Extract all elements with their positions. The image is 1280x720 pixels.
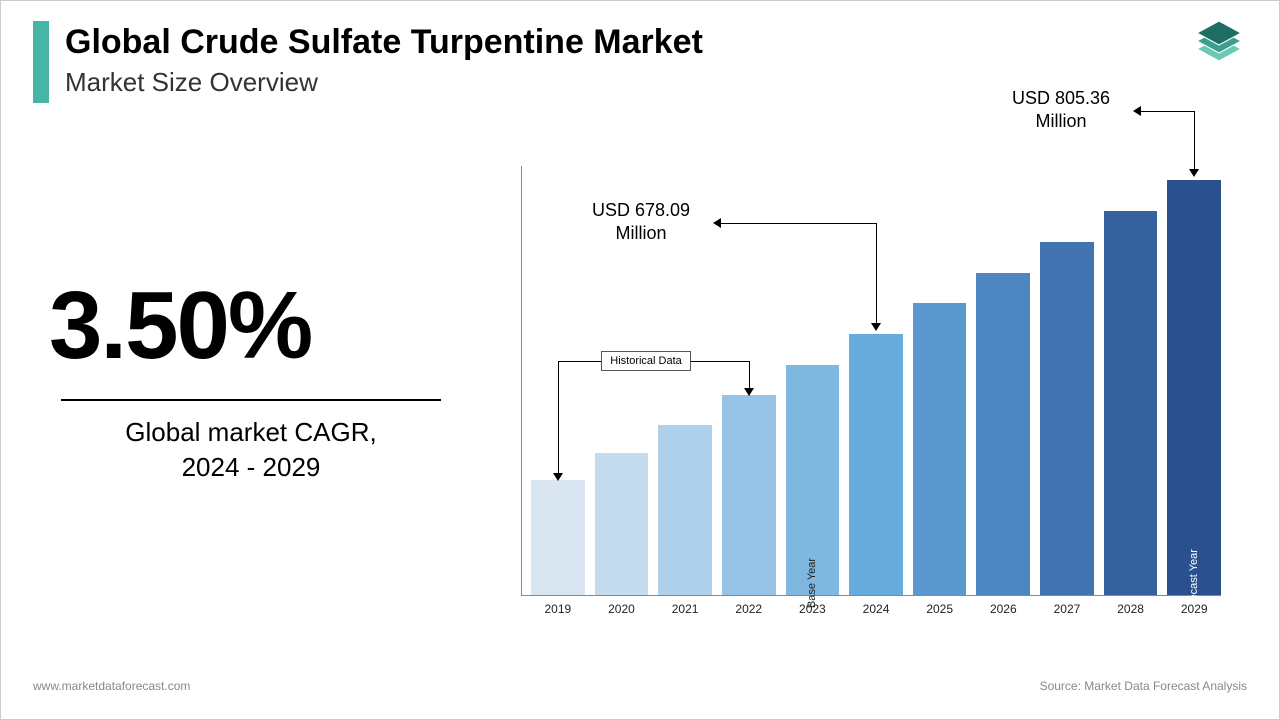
page-subtitle: Market Size Overview (65, 67, 318, 98)
bar-2022 (722, 395, 776, 595)
tick-2028: 2028 (1104, 602, 1158, 616)
bar-2025 (913, 303, 967, 595)
tick-2025: 2025 (913, 602, 967, 616)
callout-end-line2: Million (981, 110, 1141, 133)
tick-2020: 2020 (595, 602, 649, 616)
tick-2022: 2022 (722, 602, 776, 616)
bar-2024 (849, 334, 903, 595)
brand-logo-icon (1191, 19, 1247, 75)
tick-2026: 2026 (976, 602, 1030, 616)
cagr-label: Global market CAGR, 2024 - 2029 (61, 415, 441, 485)
infographic-canvas: Global Crude Sulfate Turpentine Market M… (0, 0, 1280, 720)
footer-source: Source: Market Data Forecast Analysis (1040, 679, 1247, 693)
header-accent-bar (33, 21, 49, 103)
bar-2019 (531, 480, 585, 595)
tick-2023: 2023 (786, 602, 840, 616)
page-title: Global Crude Sulfate Turpentine Market (65, 23, 703, 62)
bar-2027 (1040, 242, 1094, 595)
cagr-label-line2: 2024 - 2029 (61, 450, 441, 485)
bar-2021 (658, 425, 712, 595)
tick-2029: 2029 (1167, 602, 1221, 616)
bar-2029: Forecast Year (1167, 180, 1221, 595)
bar-2023: Base Year (786, 365, 840, 595)
chart-axis-x (521, 595, 1221, 596)
tick-2021: 2021 (658, 602, 712, 616)
tick-2019: 2019 (531, 602, 585, 616)
callout-end-line1: USD 805.36 (981, 87, 1141, 110)
callout-end-value: USD 805.36 Million (981, 87, 1141, 132)
tick-2027: 2027 (1040, 602, 1094, 616)
footer-url: www.marketdataforecast.com (33, 679, 190, 693)
market-size-bar-chart: Base YearForecast Year 20192020202120222… (521, 166, 1221, 596)
chart-ticks: 2019 2020 2021 2022 2023 2024 2025 2026 2027 2028… (531, 602, 1221, 616)
bar-2020 (595, 453, 649, 595)
cagr-value: 3.50% (49, 271, 311, 381)
bar-2026 (976, 273, 1030, 596)
tick-2024: 2024 (849, 602, 903, 616)
cagr-divider (61, 399, 441, 401)
bar-base-year-label: Base Year (806, 558, 818, 608)
bar-2028 (1104, 211, 1158, 595)
cagr-label-line1: Global market CAGR, (61, 415, 441, 450)
chart-axis-y (521, 166, 522, 596)
